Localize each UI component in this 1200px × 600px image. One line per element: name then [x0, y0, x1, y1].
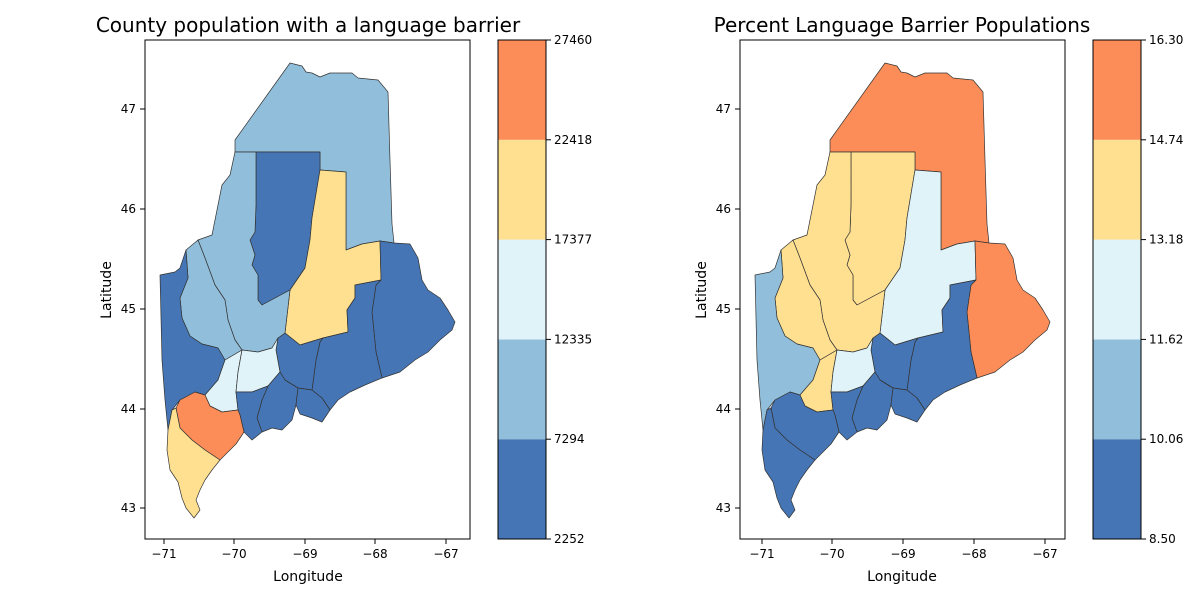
- x-axis: −71 −70 −69 −68 −67 Longitude: [749, 539, 1058, 585]
- y-tick-label: 44: [716, 402, 731, 416]
- colorbar-bin: [498, 139, 546, 240]
- y-tick-label: 44: [121, 402, 136, 416]
- county-york: [761, 407, 816, 519]
- x-tick-label: −71: [749, 547, 774, 561]
- county-york: [166, 407, 221, 519]
- colorbar-bin: [1093, 339, 1141, 440]
- colorbar-tick-label: 12335: [554, 332, 592, 346]
- colorbar-tick-label: 17377: [554, 233, 592, 247]
- y-tick-label: 47: [121, 102, 136, 116]
- colorbar-tick-label: 14.74: [1149, 133, 1183, 147]
- y-axis: 43 44 45 46 47 Latitude: [694, 102, 740, 515]
- x-tick-label: −67: [1032, 547, 1057, 561]
- x-tick-label: −68: [961, 547, 986, 561]
- map-regions: [159, 62, 456, 519]
- colorbar-tick-label: 8.50: [1149, 532, 1176, 546]
- x-axis-label: Longitude: [867, 569, 937, 585]
- x-tick-label: −67: [433, 547, 458, 561]
- county-knox: [879, 379, 926, 423]
- colorbar: 2252 7294 12335 17377 22418 27460: [497, 33, 592, 546]
- colorbar-bin: [1093, 139, 1141, 240]
- x-axis: −71 −70 −69 −68 −67 Longitude: [151, 539, 459, 585]
- colorbar-tick-label: 13.18: [1149, 233, 1183, 247]
- colorbar-tick-label: 11.62: [1149, 332, 1183, 346]
- colorbar-frame: [497, 39, 547, 540]
- y-tick-label: 43: [121, 501, 136, 515]
- map-title: Percent Language Barrier Populations: [714, 13, 1091, 37]
- x-tick-label: −69: [890, 547, 915, 561]
- colorbar-bin: [498, 40, 546, 140]
- colorbar-tick-label: 7294: [554, 432, 585, 446]
- colorbar: 8.50 10.06 11.62 13.18 14.74 16.30: [1092, 33, 1183, 546]
- y-tick-label: 45: [121, 302, 136, 316]
- colorbar-frame: [1092, 39, 1142, 540]
- colorbar-bin: [1093, 439, 1141, 539]
- colorbar-tick-label: 16.30: [1149, 33, 1183, 47]
- y-axis-label: Latitude: [694, 261, 710, 319]
- x-tick-label: −69: [292, 547, 317, 561]
- map-regions: [754, 62, 1051, 519]
- y-tick-label: 47: [716, 102, 731, 116]
- county-washington: [371, 240, 456, 379]
- county-washington: [966, 240, 1051, 379]
- x-tick-label: −68: [362, 547, 387, 561]
- x-tick-label: −71: [151, 547, 176, 561]
- map-title: County population with a language barrie…: [96, 13, 521, 37]
- colorbar-tick-label: 10.06: [1149, 432, 1183, 446]
- y-tick-label: 46: [121, 202, 136, 216]
- colorbar-tick-label: 22418: [554, 133, 592, 147]
- county-knox: [284, 379, 331, 423]
- x-tick-label: −70: [819, 547, 844, 561]
- y-axis: 43 44 45 46 47 Latitude: [99, 102, 145, 515]
- y-tick-label: 43: [716, 501, 731, 515]
- y-tick-label: 45: [716, 302, 731, 316]
- y-tick-label: 46: [716, 202, 731, 216]
- y-axis-label: Latitude: [99, 261, 115, 319]
- colorbar-tick-label: 2252: [554, 532, 585, 546]
- colorbar-bin: [1093, 239, 1141, 340]
- colorbar-bin: [498, 439, 546, 539]
- colorbar-bin: [498, 239, 546, 340]
- x-tick-label: −70: [221, 547, 246, 561]
- map-panel-2: Percent Language Barrier Populations 43 …: [694, 13, 1183, 585]
- colorbar-tick-label: 27460: [554, 33, 592, 47]
- colorbar-bin: [1093, 40, 1141, 140]
- map-panel-1: County population with a language barrie…: [96, 13, 592, 585]
- map-frame: [144, 39, 471, 540]
- x-axis-label: Longitude: [273, 569, 343, 585]
- colorbar-bin: [498, 339, 546, 440]
